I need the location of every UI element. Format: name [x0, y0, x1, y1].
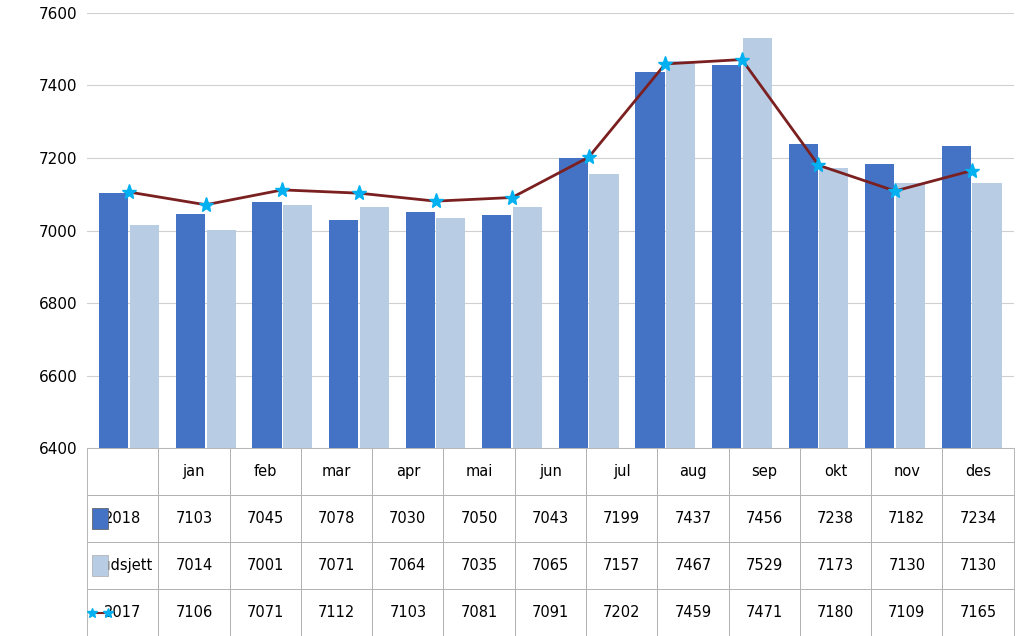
Bar: [359, 207, 389, 636]
Bar: [896, 183, 925, 636]
Bar: [666, 61, 695, 636]
Bar: [942, 146, 971, 636]
Bar: [788, 144, 818, 636]
Bar: [253, 202, 282, 636]
Bar: [283, 205, 312, 636]
Bar: [973, 183, 1001, 636]
Bar: [590, 174, 618, 636]
Bar: [436, 218, 465, 636]
Bar: [482, 215, 511, 636]
Bar: [329, 219, 358, 636]
Bar: [207, 230, 236, 636]
Bar: [636, 72, 665, 636]
Bar: [742, 39, 772, 636]
Bar: [819, 168, 848, 636]
Bar: [865, 165, 894, 636]
Bar: [513, 207, 542, 636]
Bar: [712, 65, 741, 636]
Bar: [559, 158, 588, 636]
Bar: [99, 193, 128, 636]
Bar: [406, 212, 435, 636]
Bar: [130, 226, 159, 636]
Bar: [176, 214, 205, 636]
